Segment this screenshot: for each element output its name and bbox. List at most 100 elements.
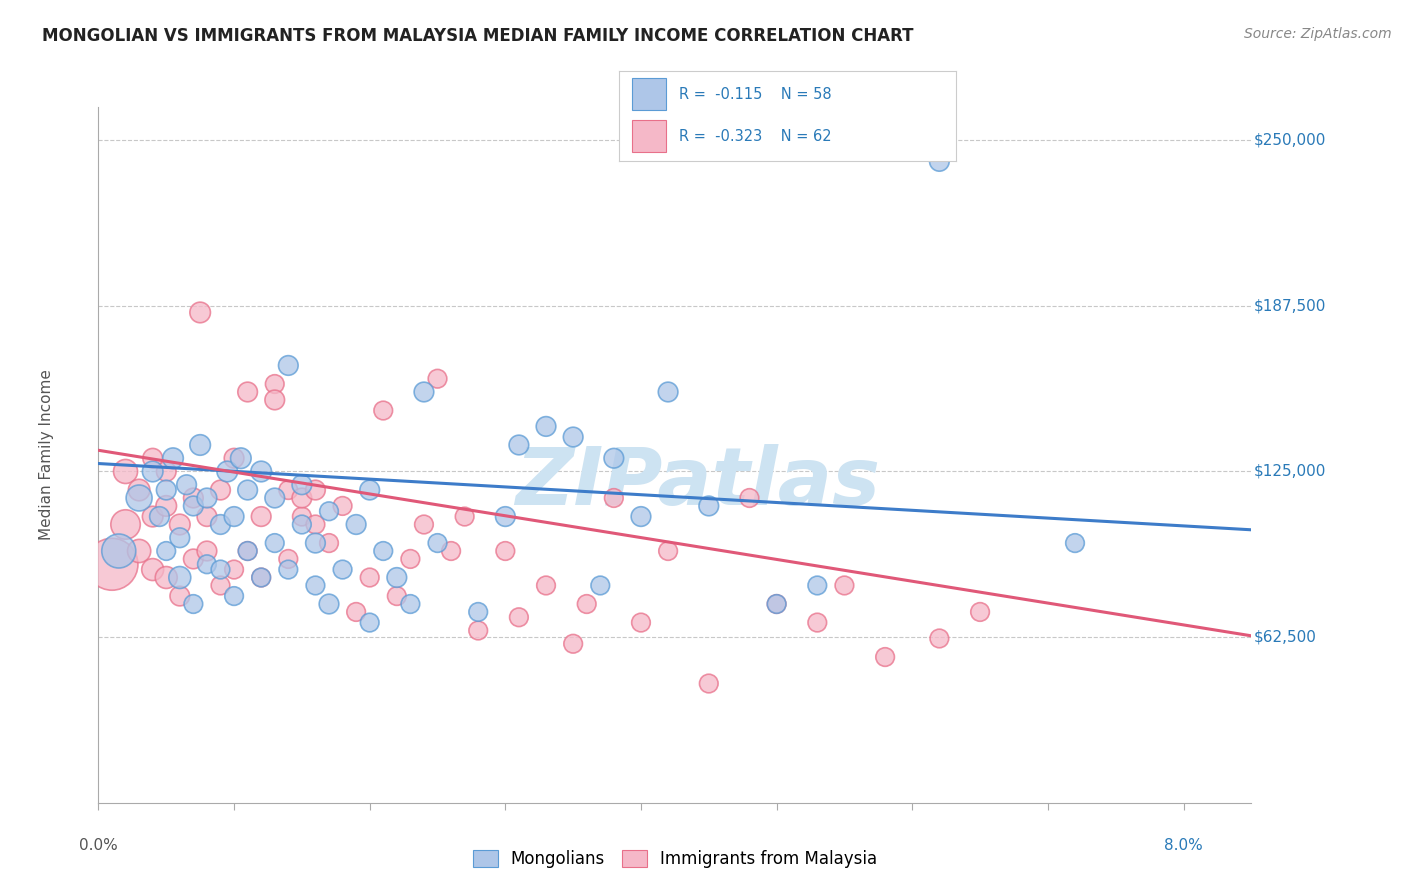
Point	[344, 605, 367, 619]
Point	[928, 154, 950, 169]
Point	[291, 491, 314, 505]
Point	[114, 465, 136, 479]
Point	[169, 570, 191, 584]
Point	[318, 597, 340, 611]
Point	[155, 544, 177, 558]
Point	[183, 597, 205, 611]
Point	[209, 517, 232, 532]
Point	[155, 483, 177, 497]
Point	[508, 610, 530, 624]
Point	[222, 509, 245, 524]
Point	[806, 615, 828, 630]
Point	[413, 517, 436, 532]
Point	[304, 578, 326, 592]
Point	[195, 558, 218, 572]
Point	[128, 491, 150, 505]
Text: Source: ZipAtlas.com: Source: ZipAtlas.com	[1244, 27, 1392, 41]
Point	[304, 536, 326, 550]
Point	[806, 578, 828, 592]
Point	[277, 552, 299, 566]
Point	[738, 491, 761, 505]
Point	[250, 570, 273, 584]
Point	[188, 305, 211, 319]
Point	[195, 544, 218, 558]
Point	[183, 552, 205, 566]
Point	[236, 544, 259, 558]
Point	[575, 597, 598, 611]
Point	[155, 465, 177, 479]
Point	[183, 491, 205, 505]
Point	[195, 509, 218, 524]
Point	[142, 563, 165, 577]
Point	[697, 676, 720, 690]
Point	[657, 384, 679, 399]
Point	[765, 597, 787, 611]
Point	[188, 438, 211, 452]
Point	[969, 605, 991, 619]
Point	[534, 419, 557, 434]
Point	[277, 483, 299, 497]
Point	[318, 536, 340, 550]
Point	[332, 499, 354, 513]
Point	[291, 517, 314, 532]
Point	[101, 558, 124, 572]
Point	[222, 451, 245, 466]
Point	[304, 517, 326, 532]
Point	[148, 509, 170, 524]
Point	[373, 544, 395, 558]
Point	[589, 578, 612, 592]
Point	[250, 465, 273, 479]
Point	[217, 465, 239, 479]
Point	[142, 509, 165, 524]
Point	[834, 578, 856, 592]
Point	[209, 563, 232, 577]
Point	[1064, 536, 1087, 550]
Text: $250,000: $250,000	[1254, 133, 1326, 148]
Point	[373, 403, 395, 417]
Point	[453, 509, 475, 524]
Point	[494, 509, 516, 524]
Point	[928, 632, 950, 646]
Point	[277, 359, 299, 373]
Point	[359, 483, 381, 497]
Point	[263, 392, 285, 407]
Point	[229, 451, 252, 466]
Point	[440, 544, 463, 558]
Text: $125,000: $125,000	[1254, 464, 1326, 479]
Point	[142, 451, 165, 466]
Point	[562, 637, 585, 651]
Point	[385, 570, 408, 584]
Point	[250, 570, 273, 584]
Point	[385, 589, 408, 603]
Point	[426, 536, 449, 550]
Text: 8.0%: 8.0%	[1164, 838, 1204, 853]
Point	[169, 517, 191, 532]
Text: ZIPatlas: ZIPatlas	[516, 443, 880, 522]
Bar	[633, 120, 666, 152]
Point	[562, 430, 585, 444]
Point	[467, 605, 489, 619]
Point	[318, 504, 340, 518]
Point	[263, 377, 285, 392]
Point	[291, 509, 314, 524]
Point	[413, 384, 436, 399]
Point	[344, 517, 367, 532]
Point	[162, 451, 184, 466]
Point	[359, 615, 381, 630]
Point	[107, 544, 129, 558]
Point	[263, 491, 285, 505]
Legend: Mongolians, Immigrants from Malaysia: Mongolians, Immigrants from Malaysia	[465, 843, 884, 874]
Point	[263, 536, 285, 550]
Point	[142, 465, 165, 479]
Point	[697, 499, 720, 513]
Point	[169, 531, 191, 545]
Point	[630, 615, 652, 630]
Text: MONGOLIAN VS IMMIGRANTS FROM MALAYSIA MEDIAN FAMILY INCOME CORRELATION CHART: MONGOLIAN VS IMMIGRANTS FROM MALAYSIA ME…	[42, 27, 914, 45]
Point	[183, 499, 205, 513]
Point	[399, 552, 422, 566]
Point	[494, 544, 516, 558]
Point	[209, 578, 232, 592]
Point	[169, 589, 191, 603]
Point	[765, 597, 787, 611]
Point	[222, 563, 245, 577]
